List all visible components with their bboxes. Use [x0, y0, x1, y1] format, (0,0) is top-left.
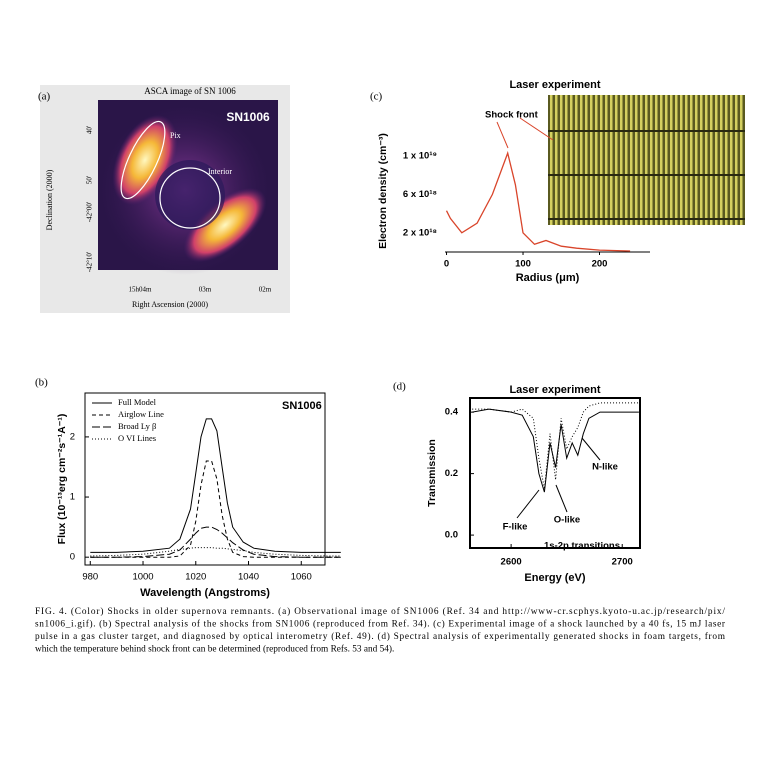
x-tick-label: 980 [82, 572, 98, 583]
tick-label: -42°00' [86, 202, 94, 222]
annotation: SN1006 [282, 400, 322, 412]
tick-label: 15h04m [129, 286, 153, 294]
x-tick-label: 100 [515, 259, 531, 270]
tick-label: 02m [259, 286, 272, 294]
image-name: SN1006 [226, 110, 270, 124]
panel-label: (c) [370, 91, 383, 103]
y-tick-label: 2 x 10¹⁸ [403, 227, 437, 238]
interferogram [548, 95, 745, 225]
caption-line: FIG. 4. (Color) Shocks in older supernov… [35, 606, 725, 617]
annotation: N-like [592, 462, 618, 473]
annotation: Shock front [485, 110, 539, 121]
chart-title: Laser experiment [509, 79, 600, 91]
chart: (b) 980 1000 1020 1040 1060 0 1 2 Wavelength (Ang… [35, 377, 341, 599]
tick-label: 50' [86, 176, 94, 184]
y-tick-label: 2 [70, 431, 75, 442]
x-axis-label: Radius (μm) [516, 272, 580, 284]
x-axis-label: Energy (eV) [524, 572, 585, 584]
axis-label: Declination (2000) [45, 169, 54, 230]
bright-rim [183, 187, 267, 263]
pointer [496, 121, 509, 149]
interior-dark [155, 160, 225, 230]
pointer [555, 484, 568, 513]
series-line [90, 460, 341, 558]
x-tick-label: 0 [444, 259, 449, 270]
legend-label: Broad Ly β [118, 421, 156, 431]
y-axis-label: Flux (10⁻¹³erg cm⁻²s⁻¹A⁻¹) [56, 414, 68, 545]
legend-label: Full Model [118, 397, 157, 407]
series-line [472, 402, 639, 490]
annotation: O-like [554, 515, 580, 526]
pointer [519, 117, 554, 141]
panel-a [40, 85, 290, 313]
x-tick-label: 200 [592, 259, 608, 270]
annotation: F-like [503, 522, 528, 533]
x-tick-label: 1000 [132, 572, 153, 583]
region-label: Interior [208, 167, 232, 176]
axis-label: Right Ascension (2000) [132, 300, 208, 309]
series-line [472, 408, 639, 493]
x-tick-label: 1020 [185, 572, 206, 583]
y-tick-label: 0.2 [445, 468, 458, 479]
legend-label: Airglow Line [118, 409, 164, 419]
chart-title: Laser experiment [509, 384, 600, 396]
y-tick-label: 6 x 10¹⁸ [403, 189, 437, 200]
tick-label: -42°10' [86, 252, 94, 272]
y-tick-label: 0.0 [445, 530, 458, 541]
chart: (d) Laser experiment 2600 2700 0.0 0.2 0.4 Ener… [393, 381, 641, 584]
x-tick-label: 2600 [501, 557, 522, 568]
x-tick-label: 2700 [612, 557, 633, 568]
legend-label: O VI Lines [118, 433, 156, 443]
y-axis-label: Electron density (cm⁻³) [377, 133, 389, 249]
annotation: 1s-2p transitions [544, 541, 620, 552]
pix-region [120, 120, 166, 200]
x-axis-label: Wavelength (Angstroms) [140, 587, 270, 599]
series-line [90, 526, 341, 558]
series-line [90, 547, 341, 557]
plot-frame [84, 392, 326, 566]
pointer [581, 437, 601, 461]
tick-label: 40' [86, 126, 94, 134]
chart: (c) Laser experiment 0 100 200 2 x 10¹⁸ 6 x 10… [370, 79, 650, 284]
series-line [445, 150, 631, 252]
series-line [90, 418, 341, 553]
caption-line: sn1006_i.gif). (b) Spectral analysis of … [35, 619, 726, 630]
y-tick-label: 1 x 10¹⁹ [403, 150, 437, 161]
panel-label: (d) [393, 381, 406, 393]
panel-label: (a) [38, 91, 51, 103]
image-title: ASCA image of SN 1006 [144, 86, 236, 96]
y-axis-label: Transmission [426, 439, 438, 507]
pointer [516, 489, 540, 519]
y-tick-label: 1 [70, 492, 75, 503]
interior-region [159, 167, 221, 229]
caption-line: pulse in a gas cluster target, and diagn… [35, 631, 726, 642]
panel-label: (b) [35, 377, 48, 389]
tick-label: 03m [199, 286, 212, 294]
x-tick-label: 1060 [291, 572, 312, 583]
x-tick-label: 1040 [238, 572, 259, 583]
caption-line: which the temperature behind shock front… [35, 644, 394, 655]
y-tick-label: 0 [70, 552, 75, 563]
region-label: Pix [170, 131, 181, 140]
plot-frame [469, 397, 641, 549]
y-tick-label: 0.4 [445, 407, 459, 418]
